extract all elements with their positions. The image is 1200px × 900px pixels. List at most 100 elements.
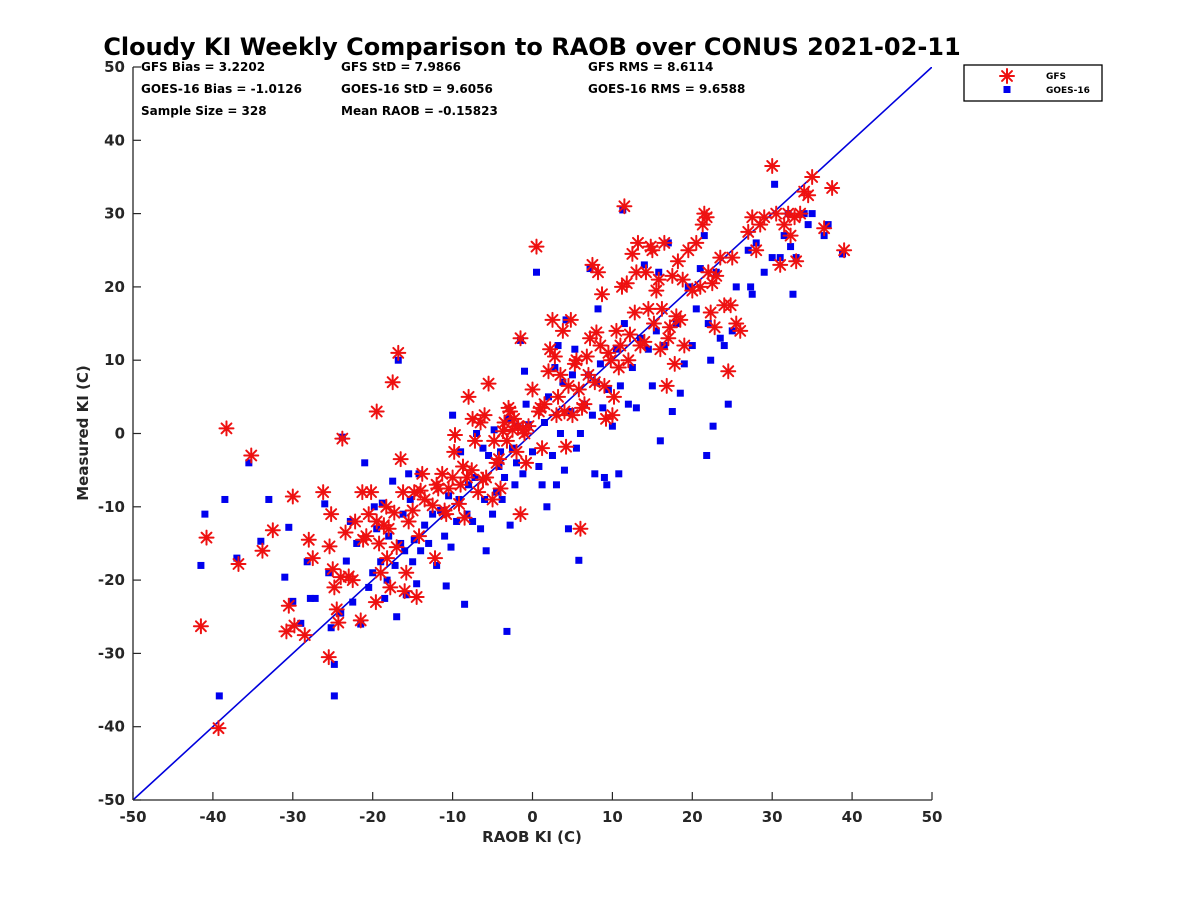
goes16-point — [393, 613, 401, 621]
goes16-point — [389, 477, 397, 485]
gfs-point — [498, 432, 515, 449]
gfs-point — [546, 348, 563, 365]
stat-gfs-bias: GFS Bias = 3.2202 — [141, 60, 265, 74]
gfs-point — [661, 319, 678, 336]
gfs-point — [254, 542, 271, 559]
stat-goes-std: GOES-16 StD = 9.6056 — [341, 82, 493, 96]
goes16-point — [624, 400, 632, 408]
gfs-point — [604, 407, 621, 424]
x-tick-label: 40 — [842, 808, 863, 826]
gfs-point — [379, 550, 396, 567]
goes16-point — [668, 408, 676, 416]
goes16-point — [599, 404, 607, 412]
goes16-point — [544, 393, 552, 401]
x-tick-label: -40 — [199, 808, 226, 826]
gfs-point — [330, 614, 347, 631]
goes16-point — [370, 503, 378, 511]
goes16-point — [399, 510, 407, 518]
goes16-point — [257, 537, 265, 545]
goes16-point — [449, 411, 457, 419]
goes16-point — [748, 290, 756, 298]
goes16-point — [215, 692, 223, 700]
gfs-point — [463, 462, 480, 479]
gfs-point — [672, 311, 689, 328]
goes16-point — [644, 345, 652, 353]
gfs-point — [720, 363, 737, 380]
gfs-point — [572, 520, 589, 537]
gfs-point — [596, 377, 613, 394]
goes16-point — [413, 580, 421, 588]
gfs-point — [648, 282, 665, 299]
goes16-point — [461, 600, 469, 608]
gfs-point — [558, 438, 575, 455]
legend-goes-square-icon — [1003, 86, 1011, 93]
goes16-point — [285, 523, 293, 531]
gfs-point — [740, 223, 757, 240]
goes16-point — [503, 627, 511, 635]
gfs-point — [652, 341, 669, 358]
data-layer — [133, 67, 932, 800]
stat-gfs-std: GFS StD = 7.9866 — [341, 60, 461, 74]
legend-box — [963, 64, 1103, 102]
gfs-point — [446, 426, 463, 443]
goes16-point — [808, 210, 816, 218]
goes16-point — [402, 591, 410, 599]
gfs-point — [434, 465, 451, 482]
x-tick-label: 30 — [762, 808, 783, 826]
goes16-point — [529, 448, 536, 456]
goes16-point — [479, 444, 487, 452]
goes16-point — [747, 283, 755, 291]
gfs-point — [552, 366, 569, 383]
gfs-point — [816, 220, 833, 237]
gfs-point — [570, 381, 587, 398]
gfs-point — [637, 264, 654, 281]
legend: GFS GOES-16 — [963, 64, 1103, 102]
goes16-point — [692, 305, 700, 313]
gfs-point — [722, 297, 739, 314]
x-axis-label: RAOB KI (C) — [482, 828, 582, 846]
gfs-point — [590, 264, 607, 281]
gfs-point — [470, 484, 487, 501]
gfs-point — [588, 324, 605, 341]
goes16-point — [535, 462, 543, 470]
gfs-point — [198, 529, 215, 546]
goes16-point — [652, 327, 660, 335]
goes16-point — [709, 422, 717, 430]
goes16-point — [405, 470, 413, 478]
goes16-point — [720, 342, 728, 350]
gfs-point — [321, 538, 338, 555]
gfs-point — [554, 322, 571, 339]
goes16-point — [477, 525, 485, 533]
goes16-point — [839, 250, 847, 258]
goes16-point — [760, 268, 768, 276]
gfs-point — [764, 157, 781, 174]
goes16-point — [521, 367, 529, 375]
goes16-point — [576, 430, 584, 437]
gfs-point — [286, 617, 303, 634]
goes16-point — [680, 360, 688, 368]
goes16-point — [787, 243, 795, 251]
gfs-point — [528, 238, 545, 255]
goes16-point — [321, 500, 329, 508]
gfs-point — [334, 430, 351, 447]
gfs-point — [284, 488, 301, 505]
gfs-point — [792, 205, 809, 222]
gfs-point — [629, 234, 646, 251]
gfs-point — [788, 253, 805, 270]
goes16-point — [704, 320, 712, 328]
gfs-point — [580, 366, 597, 383]
gfs-point — [490, 451, 507, 468]
x-tick-label: 20 — [682, 808, 703, 826]
goes16-point — [552, 481, 560, 489]
goes16-point — [453, 517, 461, 525]
gfs-point — [464, 410, 481, 427]
gfs-point — [480, 375, 497, 392]
gfs-point — [296, 627, 313, 644]
gfs-point — [674, 271, 691, 288]
gfs-point — [478, 469, 495, 486]
y-tick-label: 30 — [104, 205, 125, 223]
gfs-point — [378, 498, 395, 515]
gfs-point — [669, 253, 686, 270]
goes16-point — [615, 470, 623, 478]
gfs-point — [650, 271, 667, 288]
